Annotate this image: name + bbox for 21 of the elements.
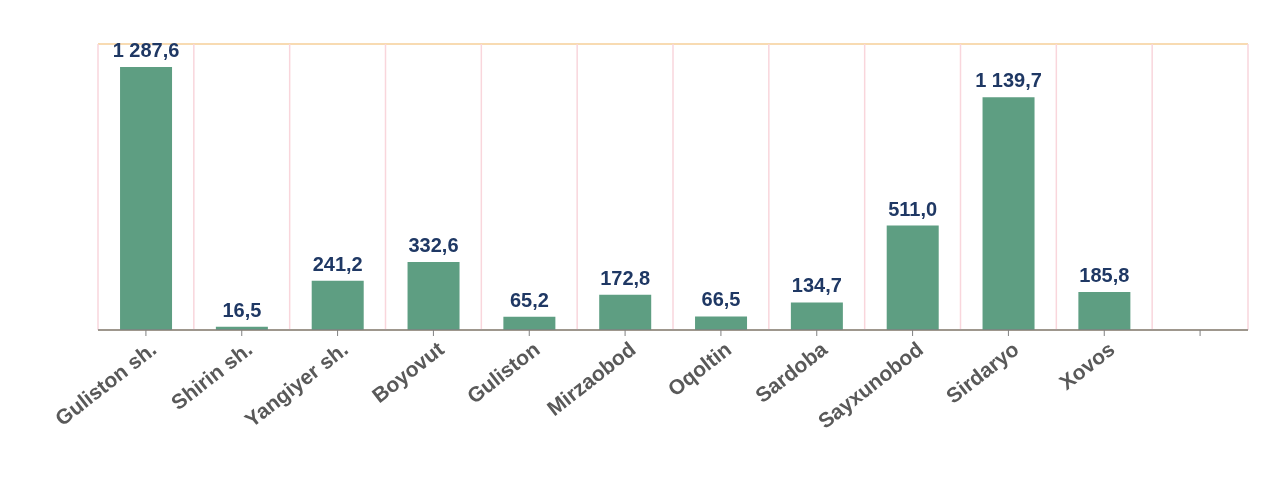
data-label: 16,5 [222,298,262,321]
data-label: 134,7 [791,274,842,297]
bar [503,316,556,330]
data-label: 511,0 [888,197,938,220]
bar [120,66,173,330]
bar [886,225,939,330]
data-label: 1 139,7 [975,69,1042,92]
bar [311,280,364,330]
data-label: 332,6 [408,234,459,257]
bar [982,97,1035,330]
data-label: 241,2 [312,252,363,275]
data-label: 172,8 [600,266,651,289]
bar [790,302,843,330]
data-label: 65,2 [509,288,549,311]
bar [1078,292,1131,330]
data-label: 185,8 [1079,264,1130,287]
bar [695,316,748,330]
data-label: 66,5 [701,288,741,311]
bar [599,294,652,330]
data-label: 1 287,6 [112,38,180,61]
bar [407,262,460,330]
